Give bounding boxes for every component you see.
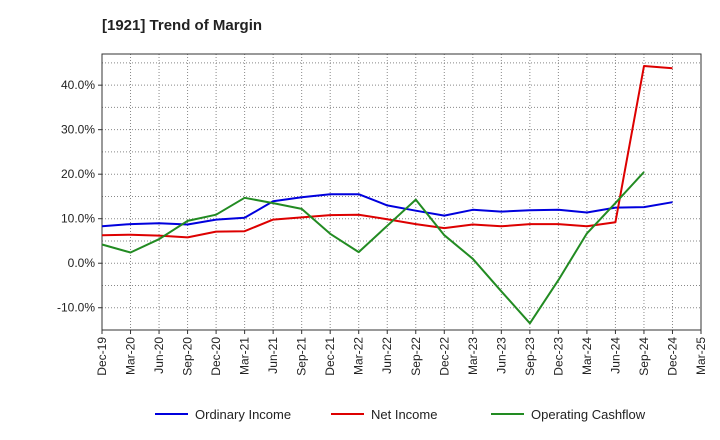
x-tick-label: Mar-23 [466,337,480,375]
y-tick-label: 40.0% [61,78,95,92]
plot-frame [101,53,702,331]
x-tick-label: Jun-24 [608,337,622,374]
x-tick-label: Sep-24 [637,337,651,376]
grid [101,54,702,331]
x-tick-label: Jun-20 [152,337,166,374]
y-tick-label: 30.0% [61,123,95,137]
axes: 40.0% 30.0% 20.0% 10.0% 0.0% -10.0% Dec-19 Mar-… [57,53,708,376]
x-tick-label: Dec-19 [95,337,109,376]
series-line-net-income [101,65,673,239]
x-tick-label: Dec-24 [665,337,679,376]
x-tick-label: Mar-25 [694,337,708,375]
x-tick-label: Sep-20 [181,337,195,376]
x-tick-label: Sep-23 [523,337,537,376]
x-tick-label: Dec-21 [323,337,337,376]
x-tick-label: Mar-20 [124,337,138,375]
x-tick-label: Mar-24 [580,337,594,375]
x-tick-label: Mar-22 [352,337,366,375]
series-line-ordinary-income [101,193,673,228]
x-tick-label: Dec-20 [209,337,223,376]
series-line-operating-cashflow [101,171,645,325]
x-tick-label: Dec-23 [551,337,565,376]
y-tick-label: 20.0% [61,167,95,181]
x-tick-label: Jun-23 [494,337,508,374]
x-tick-label: Mar-21 [238,337,252,375]
x-tick-label: Jun-22 [380,337,394,374]
x-tick-label: Dec-22 [437,337,451,376]
chart-title: [1921] Trend of Margin [102,17,262,34]
y-tick-label: 0.0% [68,256,96,270]
series-lines [101,65,673,325]
y-tick-label: 10.0% [61,212,95,226]
y-tick-label: -10.0% [57,301,95,315]
legend: Ordinary Income Net Income Operating Cashf… [155,407,646,422]
x-tick-label: Sep-22 [409,337,423,376]
x-tick-label: Sep-21 [295,337,309,376]
legend-label: Operating Cashflow [531,407,646,422]
legend-label: Net Income [371,407,437,422]
plot-area [102,54,701,330]
x-tick-label: Jun-21 [266,337,280,374]
legend-label: Ordinary Income [195,407,291,422]
